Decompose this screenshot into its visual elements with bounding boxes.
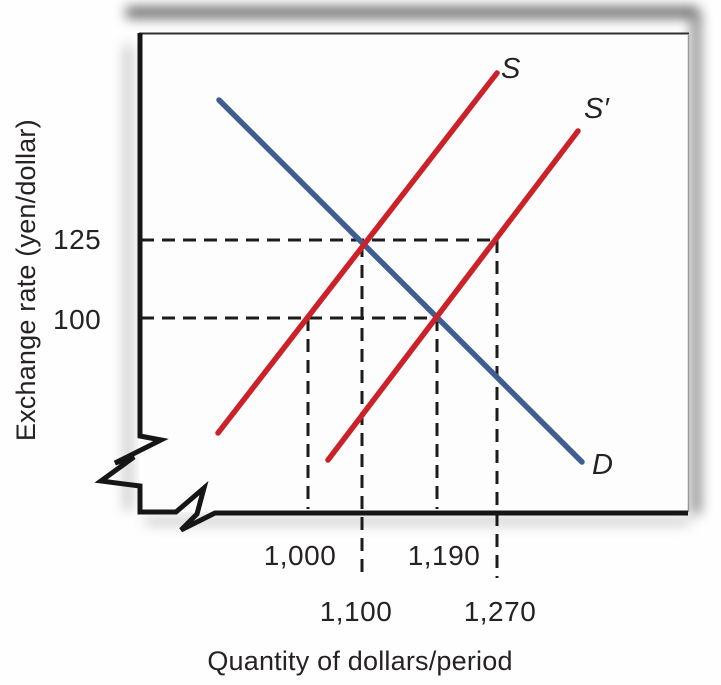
supply-shifted-curve-line <box>325 128 581 463</box>
axes-with-break-icon <box>94 33 688 533</box>
x-label-1000: 1,000 <box>263 540 337 571</box>
x-label-1100: 1,100 <box>319 596 393 627</box>
x-label-1270: 1,270 <box>463 596 537 627</box>
demand-curve-line <box>216 97 585 465</box>
y-axis-title: Exchange rate (yen/dollar) <box>10 119 41 442</box>
y-tick-125: 125 <box>53 224 102 255</box>
supply-shifted-curve-label: S′ <box>584 93 609 125</box>
x-label-1190: 1,190 <box>407 540 481 571</box>
x-axis-title: Quantity of dollars/period <box>207 646 513 676</box>
supply-curve-label: S <box>501 53 521 85</box>
supply-curve-line <box>215 70 500 436</box>
y-tick-100: 100 <box>53 304 102 335</box>
demand-curve-label: D <box>592 449 613 481</box>
